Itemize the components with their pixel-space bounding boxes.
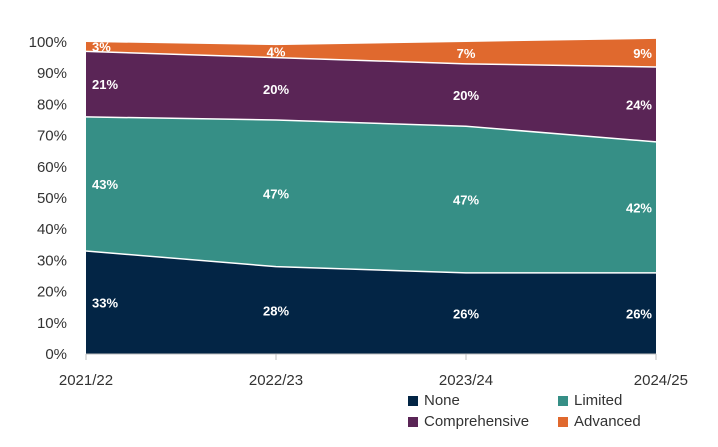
- legend-swatch: [558, 395, 568, 406]
- legend-swatch: [408, 416, 418, 427]
- area-series-group: [86, 38, 656, 354]
- legend-item-limited: Limited: [558, 392, 708, 409]
- area-comprehensive: [86, 51, 656, 142]
- series-divider-lines: [85, 50, 657, 274]
- y-tick-label: 10%: [37, 315, 67, 332]
- x-tick-label: 2024/25: [634, 372, 688, 389]
- data-label: 9%: [633, 46, 652, 61]
- legend-swatch: [408, 395, 418, 406]
- y-tick-label: 20%: [37, 284, 67, 301]
- data-label: 3%: [92, 40, 111, 55]
- area-advanced: [86, 38, 656, 67]
- data-label: 20%: [263, 82, 289, 97]
- data-labels: 33% 28% 26% 26% 43% 47% 47% 42% 21% 20% 20% 24% 3% 4%…: [92, 40, 652, 322]
- y-tick-label: 70%: [37, 128, 67, 145]
- x-tick-label: 2022/23: [249, 372, 303, 389]
- data-label: 4%: [267, 44, 286, 59]
- y-tick-label: 90%: [37, 65, 67, 82]
- y-tick-label: 100%: [29, 34, 67, 51]
- divider-line: [85, 250, 656, 274]
- x-axis: 2021/22 2022/23 2023/24 2024/25: [59, 353, 688, 389]
- data-label: 21%: [92, 77, 118, 92]
- legend-label: Advanced: [574, 413, 641, 430]
- legend-item-comprehensive: Comprehensive: [408, 413, 558, 430]
- data-label: 42%: [626, 200, 652, 215]
- legend-swatch: [558, 416, 568, 427]
- y-tick-label: 80%: [37, 96, 67, 113]
- legend: None Limited Comprehensive Advanced: [408, 392, 708, 430]
- area-none: [86, 251, 656, 354]
- y-tick-label: 50%: [37, 190, 67, 207]
- divider-line: [85, 50, 657, 68]
- x-tick-label: 2021/22: [59, 372, 113, 389]
- y-tick-label: 40%: [37, 221, 67, 238]
- y-tick-label: 30%: [37, 252, 67, 269]
- legend-label: None: [424, 392, 460, 409]
- divider-line: [85, 116, 657, 143]
- legend-item-advanced: Advanced: [558, 413, 708, 430]
- data-label: 7%: [457, 46, 476, 61]
- data-label: 20%: [453, 88, 479, 103]
- area-limited: [86, 116, 656, 273]
- data-label: 47%: [263, 186, 289, 201]
- legend-item-none: None: [408, 392, 558, 409]
- data-label: 47%: [453, 193, 479, 208]
- y-tick-label: 60%: [37, 159, 67, 176]
- data-label: 26%: [453, 306, 479, 321]
- y-axis: 0% 10% 20% 30% 40% 50% 60% 70% 80% 90% 100%: [29, 34, 67, 363]
- y-tick-label: 0%: [45, 346, 67, 363]
- data-label: 33%: [92, 296, 118, 311]
- legend-label: Limited: [574, 392, 623, 409]
- data-label: 26%: [626, 306, 652, 321]
- data-label: 24%: [626, 97, 652, 112]
- data-label: 43%: [92, 177, 118, 192]
- legend-label: Comprehensive: [424, 413, 530, 430]
- x-tick-label: 2023/24: [439, 372, 493, 389]
- data-label: 28%: [263, 303, 289, 318]
